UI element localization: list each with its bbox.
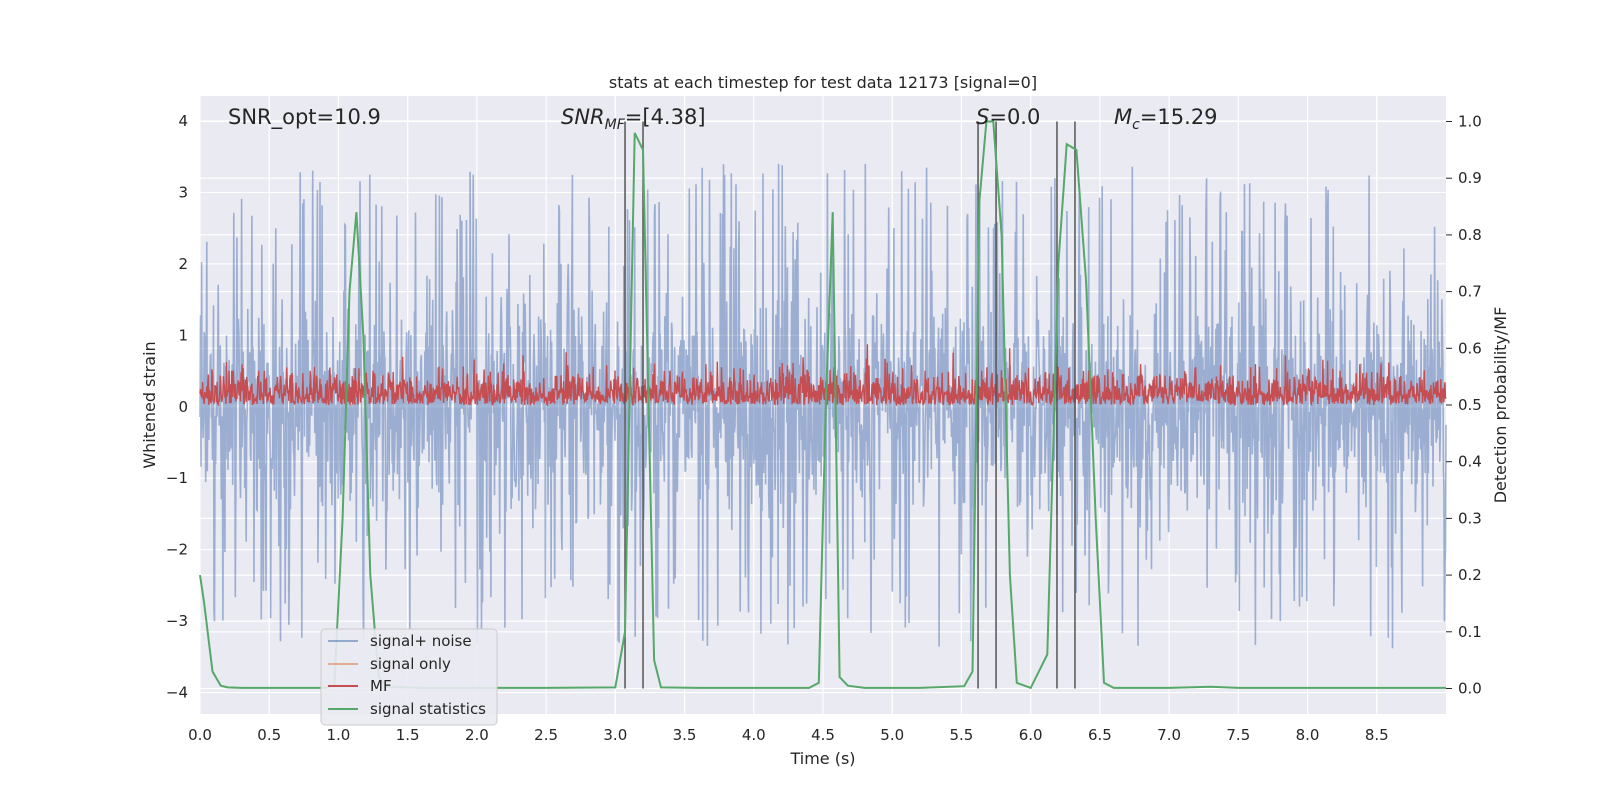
legend-label-signal-statistics: signal statistics xyxy=(370,700,486,718)
y2-tick-label: 0.0 xyxy=(1458,679,1482,697)
x-tick-label: 3.5 xyxy=(673,726,697,744)
y2-tick-label: 0.1 xyxy=(1458,623,1482,641)
annotation-s-main: S xyxy=(976,105,989,129)
annotation-s: S=0.0 xyxy=(976,105,1040,129)
y-tick-label: 3 xyxy=(178,183,188,201)
vertical-markers xyxy=(624,121,1076,689)
y2-tick-label: 0.6 xyxy=(1458,339,1482,357)
annotation-mc-sub: c xyxy=(1132,117,1140,133)
x-tick-label: 6.0 xyxy=(1019,726,1043,744)
y2-tick-label: 0.8 xyxy=(1458,226,1482,244)
x-tick-label: 5.5 xyxy=(950,726,974,744)
chart-title: stats at each timestep for test data 121… xyxy=(609,73,1037,92)
x-tick-label: 4.0 xyxy=(742,726,766,744)
annotation-snr-mf-sub: MF xyxy=(605,117,626,133)
legend-label-mf: MF xyxy=(370,677,392,695)
x-tick-label: 7.5 xyxy=(1226,726,1250,744)
y2-tick-label: 0.3 xyxy=(1458,509,1482,527)
x-tick-label: 8.5 xyxy=(1365,726,1389,744)
x-tick-label: 8.0 xyxy=(1296,726,1320,744)
annotation-mc: Mc=15.29 xyxy=(1114,105,1218,133)
y-tick-label: 1 xyxy=(178,326,188,344)
y-axis-label: Whitened strain xyxy=(140,341,159,468)
y-tick-label: 2 xyxy=(178,255,188,273)
x-tick-label: 1.5 xyxy=(396,726,420,744)
legend-label-signal-noise: signal+ noise xyxy=(370,632,472,650)
x-tick-label: 0.0 xyxy=(188,726,212,744)
y-tick-label: 0 xyxy=(178,398,188,416)
annotation-mc-value: =15.29 xyxy=(1140,105,1218,129)
y2-tick-label: 0.2 xyxy=(1458,566,1482,584)
y-axis-right-ticks: 0.0 0.1 0.2 0.3 0.4 0.5 0.6 0.7 0.8 0.9 1.0 xyxy=(1446,113,1482,697)
x-tick-label: 3.0 xyxy=(603,726,627,744)
x-tick-label: 7.0 xyxy=(1157,726,1181,744)
y-axis-left-ticks: −4 −3 −2 −1 0 1 2 3 4 xyxy=(166,112,188,702)
x-tick-label: 1.0 xyxy=(327,726,351,744)
x-axis-label: Time (s) xyxy=(789,749,855,768)
y-tick-label: 4 xyxy=(178,112,188,130)
legend-label-signal-only: signal only xyxy=(370,655,451,673)
y2-tick-label: 0.9 xyxy=(1458,169,1482,187)
y-tick-label: −1 xyxy=(166,469,188,487)
annotation-snr-mf: SNRMF=[4.38] xyxy=(561,105,706,133)
legend: signal+ noise signal only MF signal stat… xyxy=(320,628,498,726)
annotation-mc-main: M xyxy=(1114,105,1132,129)
y2-tick-label: 1.0 xyxy=(1458,113,1482,131)
annotation-s-value: =0.0 xyxy=(989,105,1040,129)
y2-tick-label: 0.5 xyxy=(1458,396,1482,414)
y2-axis-label: Detection probability/MF xyxy=(1491,307,1510,504)
y-tick-label: −2 xyxy=(166,541,188,559)
x-tick-label: 2.0 xyxy=(465,726,489,744)
legend-box xyxy=(320,628,498,726)
x-axis-ticks: 0.0 0.5 1.0 1.5 2.0 2.5 3.0 3.5 4.0 4.5 5.0 5.5 6.0 6… xyxy=(188,726,1389,744)
x-tick-label: 6.5 xyxy=(1088,726,1112,744)
x-tick-label: 5.0 xyxy=(880,726,904,744)
signal-statistics-series xyxy=(199,120,1446,690)
y2-tick-label: 0.7 xyxy=(1458,283,1482,301)
annotation-snr-mf-main: SNR xyxy=(561,105,605,129)
x-tick-label: 2.5 xyxy=(534,726,558,744)
x-tick-label: 4.5 xyxy=(811,726,835,744)
annotation-snr-mf-value: =[4.38] xyxy=(625,105,706,129)
signal-statistics-line xyxy=(199,120,1446,690)
mf-series xyxy=(199,344,1447,407)
x-tick-label: 0.5 xyxy=(257,726,281,744)
y-tick-label: −4 xyxy=(166,684,188,702)
annotation-snr-opt: SNR_opt=10.9 xyxy=(228,105,381,130)
y2-tick-label: 0.4 xyxy=(1458,453,1482,471)
y-tick-label: −3 xyxy=(166,612,188,630)
mf-line xyxy=(199,344,1447,407)
